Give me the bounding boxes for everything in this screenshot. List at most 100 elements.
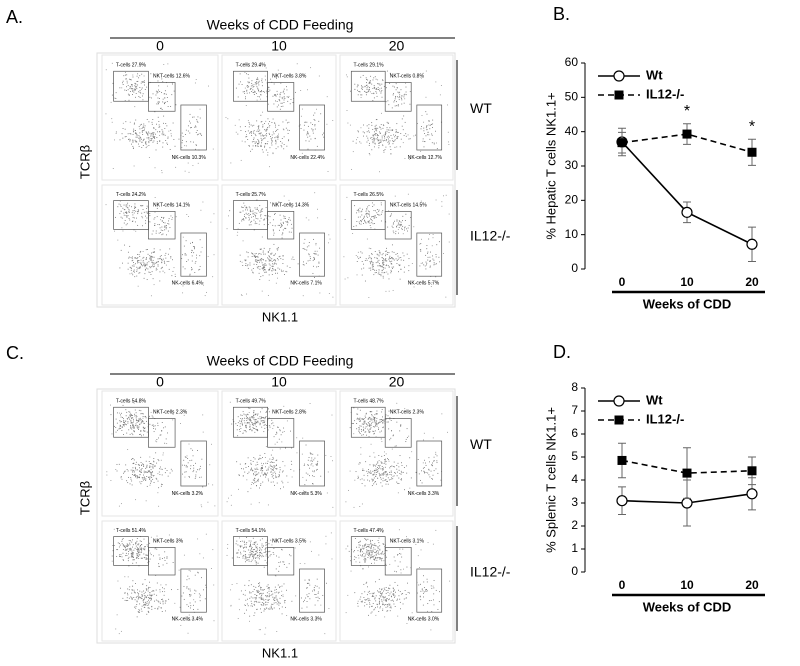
event-dot [115, 427, 117, 428]
event-dot [270, 539, 272, 541]
event-dot [371, 216, 373, 217]
event-dot [140, 471, 142, 473]
event-dot [389, 610, 391, 612]
event-dot [381, 83, 383, 85]
event-dot [255, 256, 257, 258]
event-dot [295, 595, 297, 597]
event-dot [136, 421, 138, 423]
event-dot [313, 252, 315, 254]
event-dot [165, 584, 167, 586]
event-dot [166, 557, 168, 559]
event-dot [266, 596, 268, 598]
event-dot [149, 597, 151, 599]
event-dot [291, 206, 293, 208]
event-dot [400, 479, 402, 481]
event-dot [201, 506, 203, 508]
event-dot [112, 545, 114, 546]
event-dot [143, 75, 145, 77]
event-dot [263, 552, 265, 553]
event-dot [134, 415, 136, 417]
event-dot [237, 422, 239, 424]
event-dot [362, 430, 364, 432]
event-dot [366, 470, 368, 472]
event-dot [357, 94, 359, 96]
event-dot [250, 463, 252, 465]
event-dot [360, 211, 362, 213]
event-dot [395, 83, 397, 85]
event-dot [253, 473, 255, 475]
event-dot [146, 420, 147, 422]
event-dot [140, 540, 142, 542]
event-dot [270, 253, 272, 255]
nk-cell-label: NK-cells 10.3% [172, 155, 207, 161]
event-dot [377, 260, 379, 262]
event-dot [252, 537, 254, 539]
event-dot [123, 559, 125, 561]
event-dot [134, 88, 136, 90]
event-dot [126, 212, 127, 214]
event-dot [280, 222, 282, 224]
event-dot [127, 588, 129, 590]
event-dot [200, 504, 202, 506]
event-dot [185, 129, 187, 131]
event-dot [415, 471, 417, 473]
event-dot [353, 551, 355, 553]
event-dot [380, 220, 382, 222]
event-dot [279, 469, 281, 471]
event-dot [258, 210, 260, 212]
event-dot [122, 597, 124, 599]
event-dot [376, 87, 378, 89]
event-dot [322, 594, 324, 596]
event-dot [262, 135, 264, 137]
event-dot [246, 85, 248, 87]
event-dot [423, 127, 425, 129]
event-dot [360, 220, 361, 222]
event-dot [365, 426, 367, 428]
event-dot [257, 267, 259, 269]
event-dot [311, 463, 313, 465]
event-dot [149, 479, 151, 480]
event-dot [156, 123, 157, 125]
event-dot [246, 537, 248, 538]
event-dot [374, 128, 376, 130]
nkt-cell-label: NKT-cells 2.8% [272, 410, 307, 416]
event-dot [371, 415, 373, 417]
event-dot [115, 431, 117, 433]
event-dot [272, 481, 274, 483]
event-dot [387, 474, 389, 475]
event-dot [125, 211, 127, 213]
event-dot [305, 140, 307, 142]
event-dot [363, 422, 365, 424]
event-dot [310, 453, 312, 455]
event-dot [275, 140, 276, 142]
event-dot [373, 204, 375, 206]
event-dot [148, 140, 150, 142]
event-dot [238, 488, 239, 490]
event-dot [184, 252, 186, 254]
event-dot [249, 214, 251, 215]
event-dot [253, 94, 255, 95]
event-dot [369, 91, 371, 93]
event-dot [249, 549, 251, 551]
event-dot [365, 538, 367, 540]
event-dot [274, 95, 276, 96]
event-dot [254, 431, 256, 433]
event-dot [361, 434, 363, 436]
event-dot [391, 256, 392, 258]
event-dot [447, 141, 449, 143]
event-dot [195, 144, 197, 146]
event-dot [399, 146, 401, 148]
event-dot [397, 554, 399, 555]
event-dot [157, 422, 159, 424]
event-dot [378, 611, 380, 612]
event-dot [309, 584, 311, 586]
event-dot [315, 596, 317, 598]
event-dot [152, 263, 154, 265]
event-dot [137, 598, 139, 600]
event-dot [161, 474, 163, 476]
event-dot [250, 605, 252, 607]
event-dot [389, 603, 391, 605]
event-dot [275, 136, 277, 138]
event-dot [143, 465, 145, 467]
event-dot [182, 285, 184, 287]
